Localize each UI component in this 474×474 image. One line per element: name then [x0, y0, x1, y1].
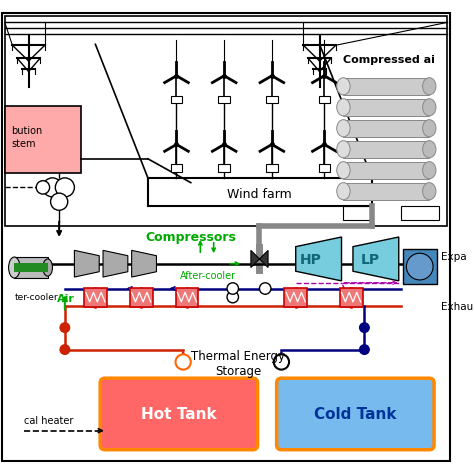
Circle shape: [60, 323, 70, 332]
Ellipse shape: [423, 78, 436, 95]
FancyBboxPatch shape: [277, 378, 434, 450]
Bar: [219, 164, 230, 172]
Bar: [5, 106, 81, 173]
Ellipse shape: [423, 162, 436, 179]
Circle shape: [55, 178, 74, 197]
Bar: [344, 119, 429, 137]
Polygon shape: [353, 237, 399, 281]
Bar: [14, 257, 48, 278]
Bar: [319, 96, 330, 103]
Polygon shape: [296, 237, 341, 281]
Bar: [319, 164, 330, 172]
Circle shape: [51, 193, 68, 210]
Text: Compressed ai: Compressed ai: [344, 55, 435, 65]
Circle shape: [360, 345, 369, 355]
Text: HP: HP: [300, 253, 322, 267]
Polygon shape: [74, 250, 99, 277]
Ellipse shape: [43, 259, 53, 276]
Ellipse shape: [423, 119, 436, 137]
Bar: [344, 78, 429, 95]
Ellipse shape: [423, 99, 436, 116]
Bar: [14, 263, 48, 272]
Text: Cold Tank: Cold Tank: [314, 407, 396, 422]
Ellipse shape: [423, 182, 436, 200]
Circle shape: [227, 292, 238, 303]
Polygon shape: [103, 250, 128, 277]
Text: Exhau: Exhau: [441, 301, 473, 311]
Ellipse shape: [337, 99, 350, 116]
Ellipse shape: [337, 162, 350, 179]
Text: After-cooler: After-cooler: [180, 271, 236, 281]
Text: Compressors: Compressors: [146, 231, 236, 245]
Bar: [171, 164, 182, 172]
Circle shape: [360, 323, 369, 332]
Circle shape: [36, 181, 50, 194]
Text: ter-cooler: ter-cooler: [14, 292, 58, 301]
Polygon shape: [251, 250, 268, 267]
Text: Expa: Expa: [441, 252, 466, 262]
Text: Wind farm: Wind farm: [227, 188, 292, 201]
Bar: [266, 96, 278, 103]
Bar: [219, 96, 230, 103]
Bar: [175, 288, 199, 307]
Ellipse shape: [337, 119, 350, 137]
Text: LP: LP: [361, 253, 380, 267]
Ellipse shape: [423, 141, 436, 158]
Circle shape: [43, 178, 62, 197]
Circle shape: [274, 355, 289, 370]
Bar: [5, 16, 447, 226]
Ellipse shape: [337, 141, 350, 158]
Text: stem: stem: [11, 139, 36, 149]
Circle shape: [259, 283, 271, 294]
FancyBboxPatch shape: [100, 378, 257, 450]
Ellipse shape: [9, 257, 20, 278]
Bar: [339, 288, 363, 307]
Bar: [284, 288, 307, 307]
Bar: [266, 164, 278, 172]
Bar: [130, 288, 153, 307]
Polygon shape: [132, 250, 156, 277]
Bar: [344, 207, 372, 220]
Bar: [344, 182, 429, 200]
Circle shape: [227, 283, 238, 294]
Bar: [171, 96, 182, 103]
Text: cal heater: cal heater: [24, 416, 73, 426]
Bar: [344, 99, 429, 116]
Text: Hot Tank: Hot Tank: [141, 407, 216, 422]
Text: Air: Air: [57, 294, 75, 304]
Bar: [344, 162, 429, 179]
Circle shape: [60, 345, 70, 355]
Ellipse shape: [406, 253, 433, 280]
Text: Thermal Energy
Storage: Thermal Energy Storage: [191, 350, 285, 378]
Ellipse shape: [337, 182, 350, 200]
Bar: [84, 288, 107, 307]
Bar: [402, 249, 437, 284]
Bar: [344, 141, 429, 158]
Text: bution: bution: [11, 126, 43, 136]
Circle shape: [175, 355, 191, 370]
Ellipse shape: [337, 78, 350, 95]
Bar: [401, 207, 439, 220]
